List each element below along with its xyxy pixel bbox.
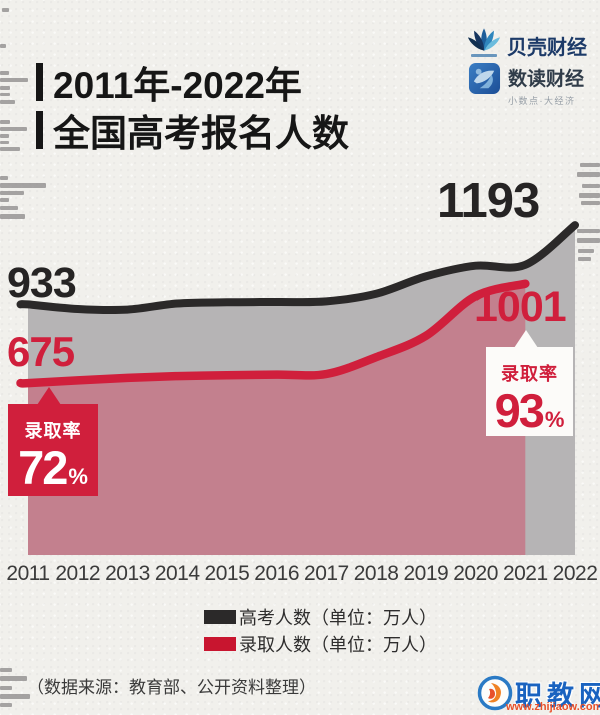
x-axis-label-2020: 2020 [453,562,498,585]
paper-texture-mark [578,257,591,261]
paper-texture-mark [0,86,10,90]
paper-texture-mark [578,249,594,253]
paper-texture-mark [579,193,600,198]
beike-logo-tagline-mark [471,54,497,57]
paper-texture-mark [0,134,9,138]
paper-texture-mark [582,184,600,188]
legend-row: 高考人数（单位：万人） [204,606,437,628]
x-axis: 2011 2012 2013 2014 2015 2016 2017 2018 2019 2020… [0,562,600,586]
paper-texture-mark [0,71,9,75]
paper-texture-mark [581,201,600,205]
exam-2022-value: 1193 [437,174,540,228]
x-axis-label-2012: 2012 [55,562,101,585]
paper-texture-mark [580,163,600,167]
admission-rate-value: 93 [494,384,545,437]
paper-texture-mark [0,703,12,707]
admit-2021-value: 1001 [474,283,567,331]
shudu-finance-logo: 数读财经 小数点·大经济 [468,62,584,107]
legend-label: 录取人数（单位：万人） [239,634,437,655]
paper-texture-mark [0,198,9,202]
beike-finance-logo: 贝壳财经 [468,26,587,60]
paper-texture-mark [2,8,9,12]
data-source-note: （数据来源：教育部、公开资料整理） [27,678,316,697]
paper-texture-mark [0,141,9,144]
zhijiaow-site-name: 职教网 [515,681,600,711]
paper-texture-mark [0,100,15,104]
x-axis-label-2018: 2018 [353,562,399,585]
paper-texture-mark [0,686,12,690]
x-axis-label-2017: 2017 [304,562,349,585]
x-axis-label-2022: 2022 [552,562,598,585]
paper-texture-mark [0,127,27,131]
beike-logo-label: 贝壳财经 [507,37,587,59]
exam-2011-value: 933 [7,259,77,307]
paper-texture-mark [0,206,18,210]
admission-rate-value: 72 [18,441,68,494]
paper-texture-mark [0,147,20,151]
legend-label: 高考人数（单位：万人） [239,607,437,628]
paper-texture-mark [0,214,25,219]
x-axis-label-2021: 2021 [502,562,548,585]
exam-count-line [16,221,579,315]
paper-texture-mark [577,238,600,243]
callout-pointer [514,330,538,348]
title-line-2: 全国高考报名人数 [53,113,349,154]
paper-texture-mark [0,120,10,124]
x-axis-label-2016: 2016 [254,562,299,585]
x-axis-label-2019: 2019 [403,562,449,585]
title-line-1: 2011年-2022年 [53,65,302,106]
title-bar-mark [36,111,43,149]
shudu-logo-label: 数读财经 [508,69,585,90]
callout-pointer [37,387,61,405]
percent-sign: % [544,407,565,432]
admit-2011-value: 675 [7,328,75,375]
paper-texture-mark [0,676,27,681]
legend-swatch-admit [204,636,236,651]
admission-rate-label: 录取率 [24,421,82,441]
globe-icon [468,62,501,95]
paper-texture-mark [0,78,28,82]
chart-legend: 高考人数（单位：万人） 录取人数（单位：万人） [204,606,437,660]
page-title: 2011年-2022年 全国高考报名人数 [36,58,349,154]
admit-count-line [16,279,530,388]
paper-texture-mark [0,191,24,195]
admission-rate-2021-callout: 录取率 93% [486,330,573,437]
admission-rate-label: 录取率 [501,364,558,384]
paper-texture-mark [0,183,46,188]
x-axis-label-2011: 2011 [6,562,50,585]
percent-sign: % [68,464,88,489]
paper-texture-mark [0,44,6,48]
shudu-logo-tagline: 小数点·大经济 [508,96,576,106]
shell-icon [468,28,500,51]
zhijiaow-logo-icon [477,675,513,711]
legend-swatch-exam [204,609,236,624]
title-bar-mark [36,63,43,101]
zhijiaow-site-url: www.zhijiaow.com [506,701,600,713]
paper-texture-mark [577,229,600,233]
x-axis-label-2013: 2013 [105,562,150,585]
paper-texture-mark [577,172,600,177]
legend-row: 录取人数（单位：万人） [204,633,437,655]
x-axis-label-2015: 2015 [204,562,250,585]
admission-rate-2011-callout: 录取率 72% [8,387,98,496]
x-axis-label-2014: 2014 [154,562,200,585]
paper-texture-mark [0,694,30,699]
paper-texture-mark [0,668,12,672]
paper-texture-mark [0,176,8,180]
paper-texture-mark [0,93,10,96]
